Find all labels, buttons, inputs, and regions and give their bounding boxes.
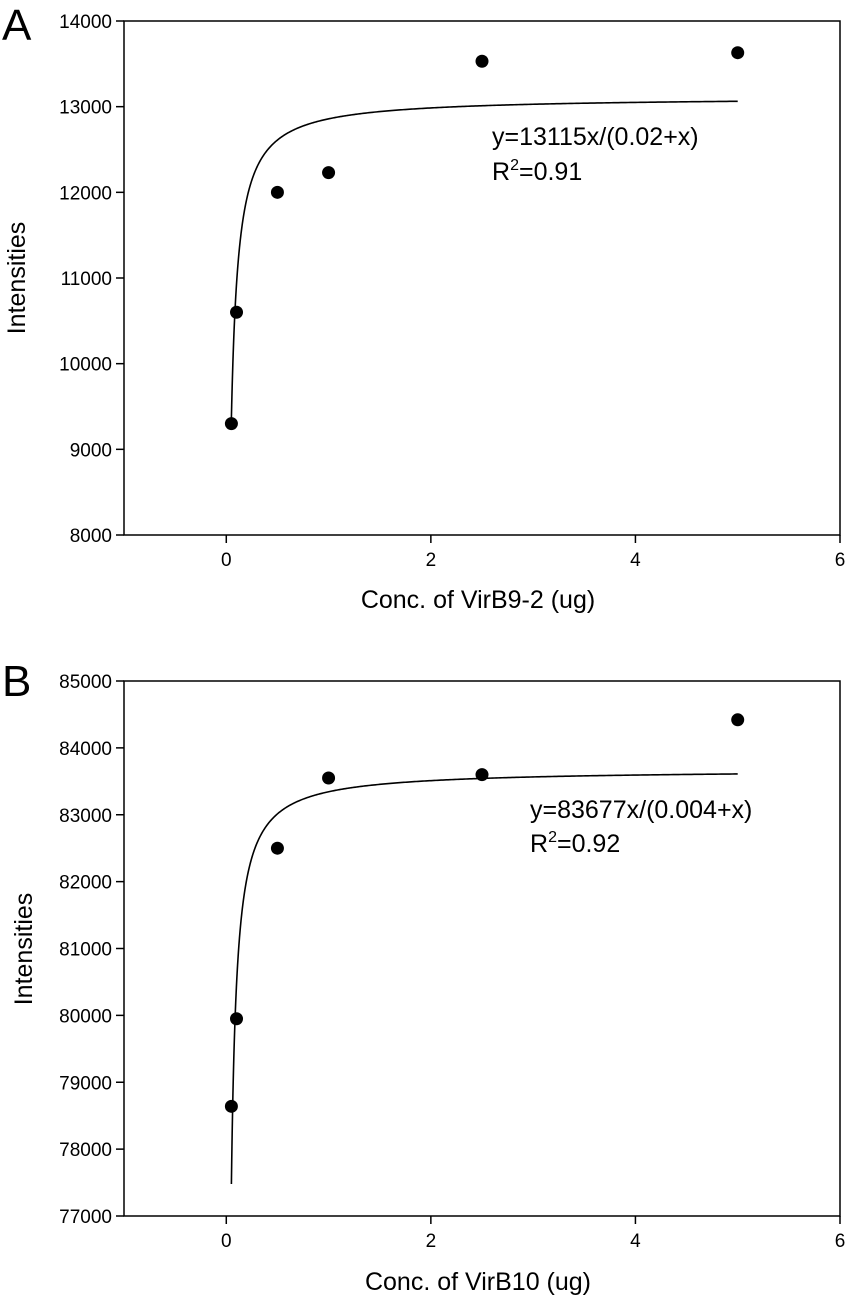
- chart-b-y-tick-label: 85000: [59, 672, 112, 693]
- chart-a-x-tick-label: 0: [221, 550, 232, 571]
- chart-a-fit-equation: y=13115x/(0.02+x): [492, 123, 699, 151]
- chart-a-data-point: [731, 46, 745, 60]
- chart-panel-b: B 0 2 4 6 77000 78000 79000 80000 81000 82000 8300…: [0, 650, 850, 1304]
- chart-b-x-tick-label: 0: [221, 1231, 232, 1252]
- chart-b-fit-curve: [230, 773, 738, 1184]
- chart-b-y-tick-label: 80000: [59, 1006, 112, 1027]
- chart-a-y-tick-label: 14000: [59, 12, 112, 33]
- chart-a-y-axis-label: Intensities: [3, 222, 31, 335]
- chart-a-y-tick-label: 8000: [70, 526, 112, 547]
- chart-b-svg: B 0 2 4 6 77000 78000 79000 80000 81000 82000 8300…: [2, 657, 845, 1296]
- chart-b-y-tick-label: 82000: [59, 873, 112, 894]
- chart-a-y-tick-label: 13000: [59, 98, 112, 119]
- chart-b-data-point: [230, 1012, 244, 1026]
- chart-a-plot-area: 0 2 4 6 8000 9000 10000 11000 12000 13000 14000: [59, 12, 845, 571]
- panel-label-b: B: [2, 657, 31, 706]
- chart-a-data-point: [224, 417, 238, 431]
- chart-b-x-tick-label: 4: [630, 1231, 641, 1252]
- chart-a-data-point: [475, 54, 489, 68]
- chart-a-fit-curve: [230, 100, 738, 418]
- chart-a-data-point: [230, 305, 244, 319]
- chart-a-y-tick-label: 10000: [59, 355, 112, 376]
- panel-label-a: A: [2, 1, 32, 50]
- chart-a-data-point: [270, 185, 284, 199]
- chart-b-data-point: [322, 771, 336, 785]
- chart-b-y-tick-label: 77000: [59, 1207, 112, 1228]
- chart-a-data-point: [322, 166, 336, 180]
- chart-a-plot-frame: [123, 20, 841, 536]
- chart-b-data-point: [270, 841, 284, 855]
- chart-b-data-point: [731, 713, 745, 727]
- chart-a-y-tick-label: 9000: [70, 440, 112, 461]
- chart-b-fit-equation: y=83677x/(0.004+x): [530, 796, 752, 824]
- chart-b-data-point: [475, 768, 489, 782]
- chart-b-data-point: [224, 1099, 238, 1113]
- chart-b-x-axis-label: Conc. of VirB10 (ug): [365, 1268, 591, 1296]
- chart-a-x-tick-label: 6: [835, 550, 846, 571]
- chart-a-x-tick-label: 4: [630, 550, 641, 571]
- chart-a-y-tick-label: 12000: [59, 183, 112, 204]
- chart-b-plot-area: 0 2 4 6 77000 78000 79000 80000 81000 82000 83000 8…: [59, 672, 845, 1252]
- chart-b-y-tick-label: 81000: [59, 940, 112, 961]
- chart-b-y-tick-label: 79000: [59, 1073, 112, 1094]
- chart-panel-a: A 0 2 4 6 8000 9000 10000 11000 12000 13000 14000 …: [0, 0, 850, 640]
- chart-b-r-squared: R2=0.92: [530, 829, 620, 858]
- chart-b-y-tick-label: 84000: [59, 739, 112, 760]
- chart-b-y-axis-label: Intensities: [10, 893, 38, 1006]
- chart-b-x-tick-label: 6: [835, 1231, 846, 1252]
- chart-a-r-squared: R2=0.91: [492, 157, 582, 186]
- chart-a-y-tick-label: 11000: [61, 269, 112, 290]
- chart-a-svg: A 0 2 4 6800090001000011000120001300014000 …: [2, 1, 845, 614]
- chart-b-y-tick-label: 78000: [59, 1140, 112, 1161]
- chart-b-x-tick-label: 2: [426, 1231, 437, 1252]
- chart-a-x-tick-label: 2: [426, 550, 437, 571]
- chart-b-y-tick-label: 83000: [59, 806, 112, 827]
- chart-a-x-axis-label: Conc. of VirB9-2 (ug): [361, 586, 595, 614]
